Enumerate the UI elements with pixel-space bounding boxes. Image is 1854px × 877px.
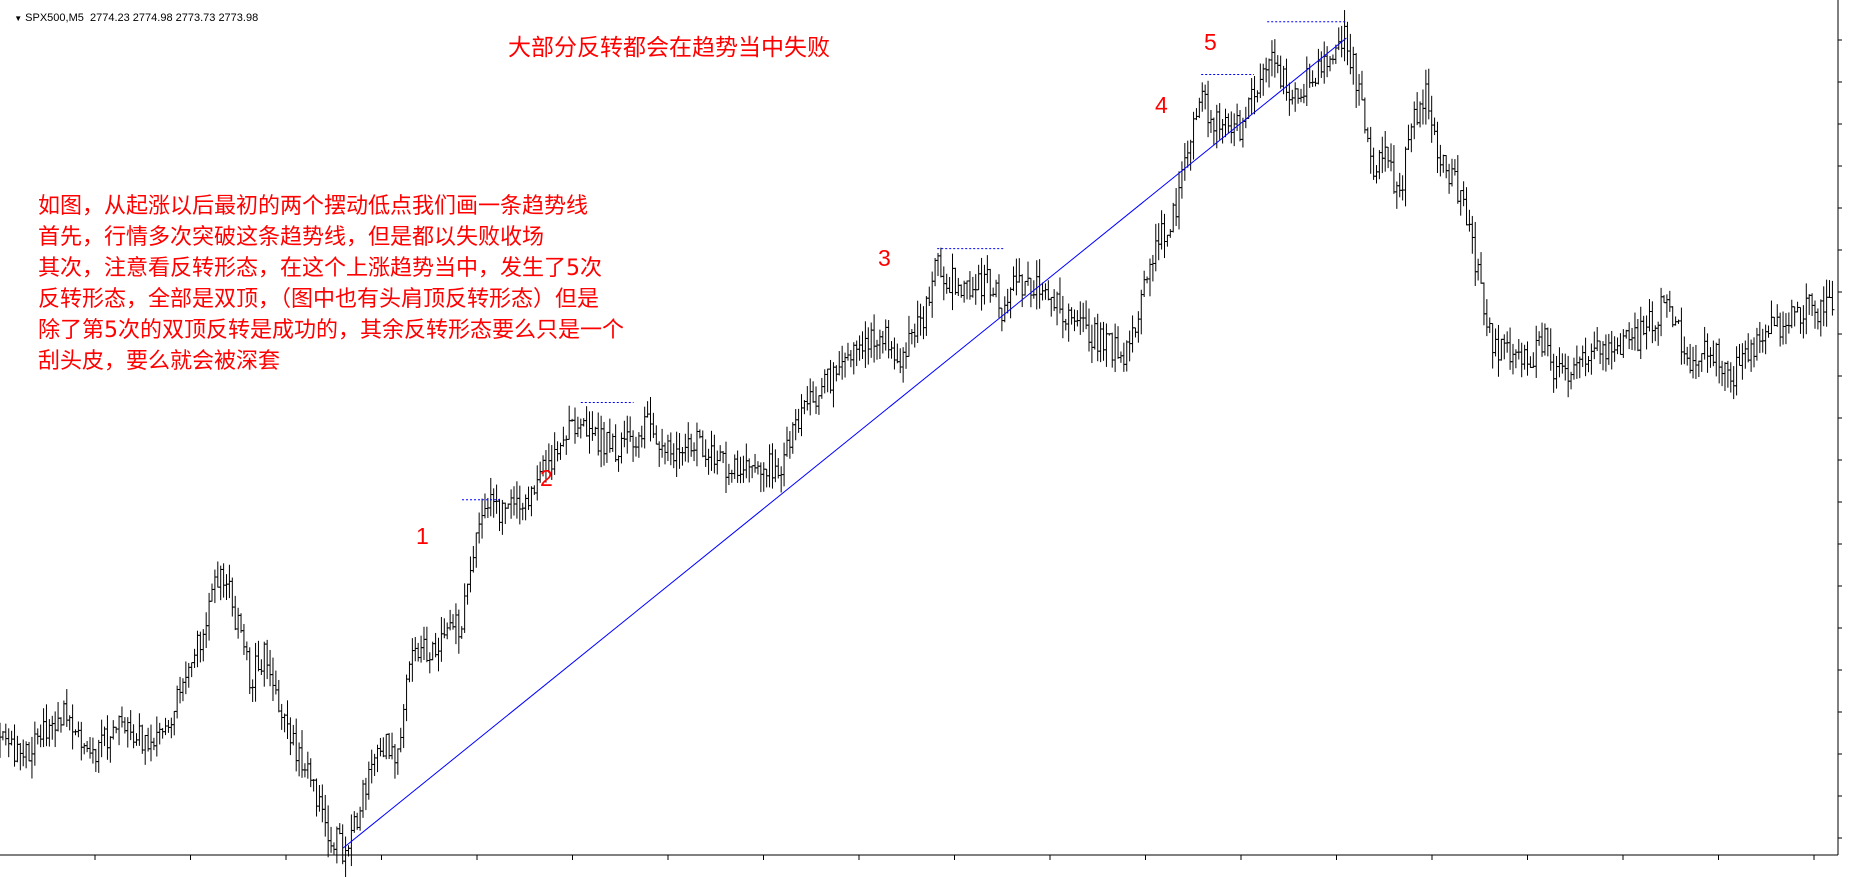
double-top-label-1: 1 [416, 523, 429, 549]
annotation-title: 大部分反转都会在趋势当中失败 [508, 35, 830, 61]
price-bars [0, 10, 1835, 877]
note-line: 首先，行情多次突破这条趋势线，但是都以失败收场 [38, 225, 545, 250]
double-top-label-3: 3 [878, 245, 891, 271]
chart-overlays [342, 21, 1347, 849]
symbol-header: ▼ SPX500,M5 2774.23 2774.98 2773.73 2773.… [2, 0, 258, 36]
note-line: 反转形态，全部是双顶，（图中也有头肩顶反转形态）但是 [38, 287, 600, 312]
ohlc-readout: 2774.23 2774.98 2773.73 2773.98 [89, 12, 259, 24]
note-line: 如图，从起涨以后最初的两个摆动低点我们画一条趋势线 [38, 194, 589, 219]
trendline[interactable] [342, 37, 1347, 849]
note-line: 刮头皮，要么就会被深套 [38, 349, 281, 374]
chart-dropdown-icon[interactable]: ▼ [14, 14, 23, 23]
chart-axes [0, 0, 1842, 860]
note-line: 其次，注意看反转形态，在这个上涨趋势当中，发生了5次 [38, 256, 602, 281]
annotation-note: 如图，从起涨以后最初的两个摆动低点我们画一条趋势线 首先，行情多次突破这条趋势线… [38, 191, 728, 377]
double-top-label-2: 2 [540, 465, 553, 491]
double-top-label-4: 4 [1155, 92, 1168, 118]
double-top-label-5: 5 [1204, 29, 1217, 55]
note-line: 除了第5次的双顶反转是成功的，其余反转形态要么只是一个 [38, 318, 624, 343]
symbol-label: SPX500,M5 [25, 12, 84, 24]
